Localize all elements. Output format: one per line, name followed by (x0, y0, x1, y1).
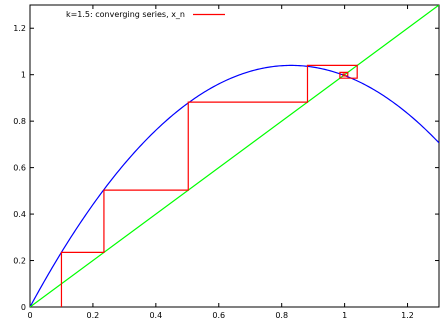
y-tick-label: 0.2 (13, 257, 26, 266)
y-tick-label: 0.4 (13, 210, 26, 219)
y-tick-label: 0.8 (13, 117, 26, 126)
y-tick-label: 1 (21, 71, 26, 80)
x-tick-label: 0.8 (275, 311, 288, 320)
x-tick-label: 1.2 (401, 311, 414, 320)
plot-frame (29, 4, 440, 308)
series-cobweb (60, 64, 358, 307)
y-tick-label: 0.6 (13, 164, 26, 173)
x-tick-label: 0.6 (212, 311, 225, 320)
x-tick-label: 0.4 (149, 311, 162, 320)
series-layer (30, 5, 439, 307)
legend: k=1.5: converging series, x_n (66, 10, 225, 19)
x-tick-label: 0 (27, 311, 32, 320)
ticks: 0 0.2 0.4 0.6 0.8 1 1.2 0 0.2 0.4 0.6 0.8 1 1.2 (13, 5, 439, 320)
y-tick-label: 1.2 (13, 24, 26, 33)
legend-label: k=1.5: converging series, x_n (66, 10, 185, 19)
x-tick-label: 0.2 (87, 311, 100, 320)
series-function (30, 64, 439, 307)
x-tick-label: 1 (342, 311, 347, 320)
axes (29, 4, 440, 308)
y-tick-label: 0 (21, 303, 26, 312)
series-identity (30, 5, 439, 307)
